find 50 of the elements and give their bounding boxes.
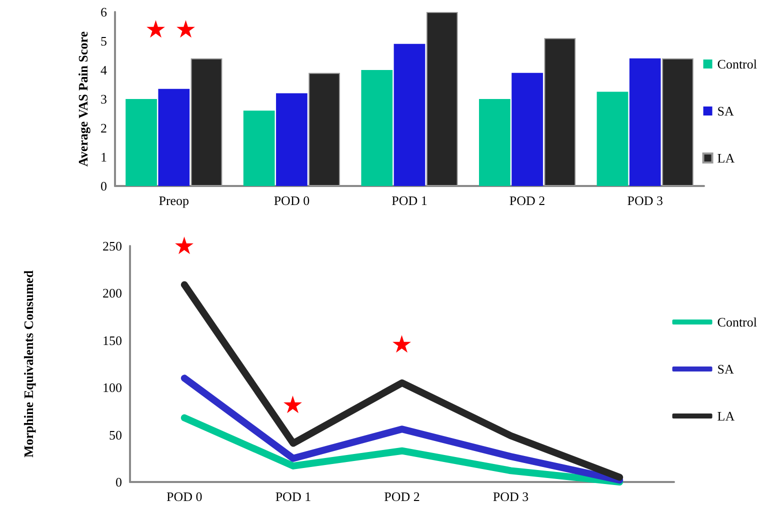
y-tick-label: 2 bbox=[100, 120, 107, 136]
y-tick-label: 1 bbox=[100, 150, 107, 164]
y-tick-label: 150 bbox=[102, 332, 122, 348]
bar bbox=[662, 58, 694, 186]
legend-label: Control bbox=[717, 56, 758, 72]
legend-label: LA bbox=[717, 150, 736, 166]
bar bbox=[544, 38, 576, 186]
y-tick-label: 0 bbox=[116, 474, 122, 490]
x-tick-label: POD 3 bbox=[627, 193, 663, 208]
legend-label: Control bbox=[717, 314, 758, 330]
y-tick-label: 50 bbox=[109, 427, 122, 442]
y-tick-label: 0 bbox=[100, 178, 107, 194]
bar bbox=[276, 93, 308, 186]
annotation: ★ bbox=[145, 16, 167, 44]
bar bbox=[479, 99, 510, 186]
y-tick-label: 5 bbox=[100, 34, 107, 48]
bar bbox=[158, 88, 190, 186]
y-tick-label: 6 bbox=[100, 4, 108, 20]
bar bbox=[426, 12, 458, 186]
bar bbox=[512, 72, 543, 186]
x-tick-label: POD 1 bbox=[275, 489, 312, 504]
bar bbox=[361, 70, 393, 186]
legend-label: SA bbox=[717, 362, 735, 376]
bar bbox=[394, 44, 426, 186]
bar bbox=[243, 110, 275, 186]
x-tick-label: POD 2 bbox=[509, 193, 546, 208]
annotation: ★ bbox=[173, 233, 196, 260]
legend-label: LA bbox=[717, 408, 736, 424]
y-axis-title: Average VAS Pain Score bbox=[76, 31, 91, 167]
bar bbox=[629, 58, 661, 186]
annotation: ★ bbox=[391, 331, 413, 358]
x-tick-label: POD 1 bbox=[392, 193, 428, 208]
x-tick-label: Preop bbox=[158, 193, 190, 208]
legend-label: SA bbox=[717, 104, 735, 118]
x-tick-label: POD 2 bbox=[384, 489, 420, 504]
y-tick-label: 3 bbox=[100, 92, 107, 106]
x-tick-label: POD 0 bbox=[166, 489, 202, 504]
annotation: ★ bbox=[175, 16, 197, 44]
y-tick-label: 100 bbox=[102, 380, 122, 396]
bar bbox=[190, 58, 222, 186]
bar bbox=[308, 72, 340, 186]
y-tick-label: 200 bbox=[102, 286, 122, 301]
bar bbox=[596, 92, 628, 186]
y-tick-label: 4 bbox=[100, 62, 108, 78]
annotation: ★ bbox=[282, 392, 304, 419]
y-axis-title: Morphine Equivalents Consumed bbox=[21, 270, 36, 458]
x-tick-label: POD 3 bbox=[492, 489, 529, 504]
bar bbox=[126, 99, 157, 186]
x-tick-label: POD 0 bbox=[274, 193, 310, 208]
y-tick-label: 250 bbox=[102, 238, 122, 254]
